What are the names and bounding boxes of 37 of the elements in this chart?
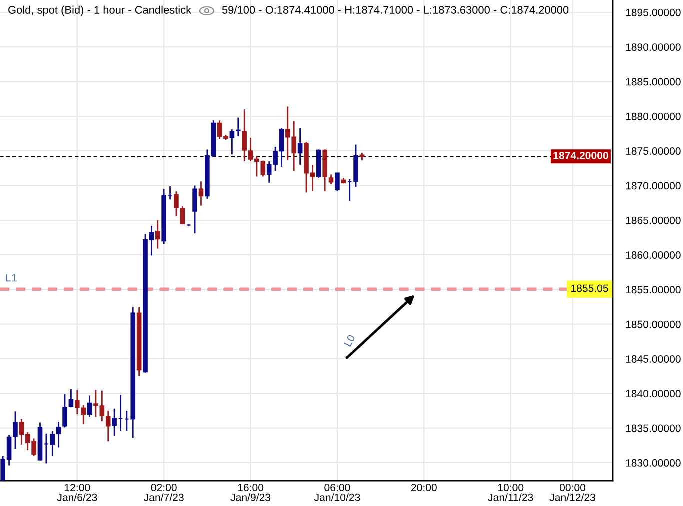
y-tick-label: 1855.00000 — [626, 286, 681, 294]
ref-line-label: 1874.20000 — [554, 152, 608, 160]
annotation: L1 — [6, 274, 17, 282]
y-tick-label: 1835.00000 — [626, 424, 681, 432]
y-tick-label: 1875.00000 — [626, 148, 681, 156]
x-tick-label: 02:00 Jan/7/23 — [144, 484, 184, 502]
candlestick — [87, 395, 92, 418]
y-tick-label: 1860.00000 — [626, 252, 681, 259]
candlestick — [279, 128, 284, 168]
annotation: L0 — [344, 334, 356, 348]
ref-line-label: 1855.05 — [571, 284, 608, 292]
y-tick-label: 1830.00000 — [626, 459, 681, 467]
candlestick — [198, 180, 204, 207]
candlestick — [335, 172, 340, 192]
candlestick — [155, 220, 160, 250]
x-tick-label: 00:00 Jan/12/23 — [550, 484, 596, 502]
y-tick-label: 1880.00000 — [626, 112, 681, 120]
x-tick-label: 06:00 Jan/10/23 — [314, 484, 360, 502]
y-tick-label: 1895.00000 — [626, 8, 681, 16]
x-tick-label: 12:00 Jan/6/23 — [57, 484, 98, 502]
text: Gold, spot (Bid) - 1 hour - Candlestick — [8, 6, 192, 16]
candlestick — [328, 174, 334, 186]
y-tick-label: 1870.00000 — [626, 182, 681, 190]
x-tick-label: 16:00 Jan/9/23 — [230, 484, 271, 502]
y-tick-label: 1865.00000 — [626, 216, 681, 224]
x-tick-label: 10:00 Jan/11/23 — [488, 484, 534, 502]
x-tick-label: 20:00 — [411, 484, 437, 492]
candlestick — [192, 185, 198, 234]
y-tick-label: 1850.00000 — [626, 320, 681, 328]
y-tick-label: 1885.00000 — [626, 78, 681, 86]
candlestick — [13, 410, 18, 450]
y-tick-label: 1845.00000 — [626, 355, 681, 363]
chart-subtitle: 59/100 - O:1874.41000 - H:1874.71000 - L:1873.63000 - C:1874.20000 — [222, 6, 569, 14]
y-tick-label: 1890.00000 — [626, 44, 681, 52]
candlestick — [112, 408, 117, 437]
candlestick — [298, 128, 303, 166]
y-tick-label: 1840.00000 — [626, 390, 681, 398]
